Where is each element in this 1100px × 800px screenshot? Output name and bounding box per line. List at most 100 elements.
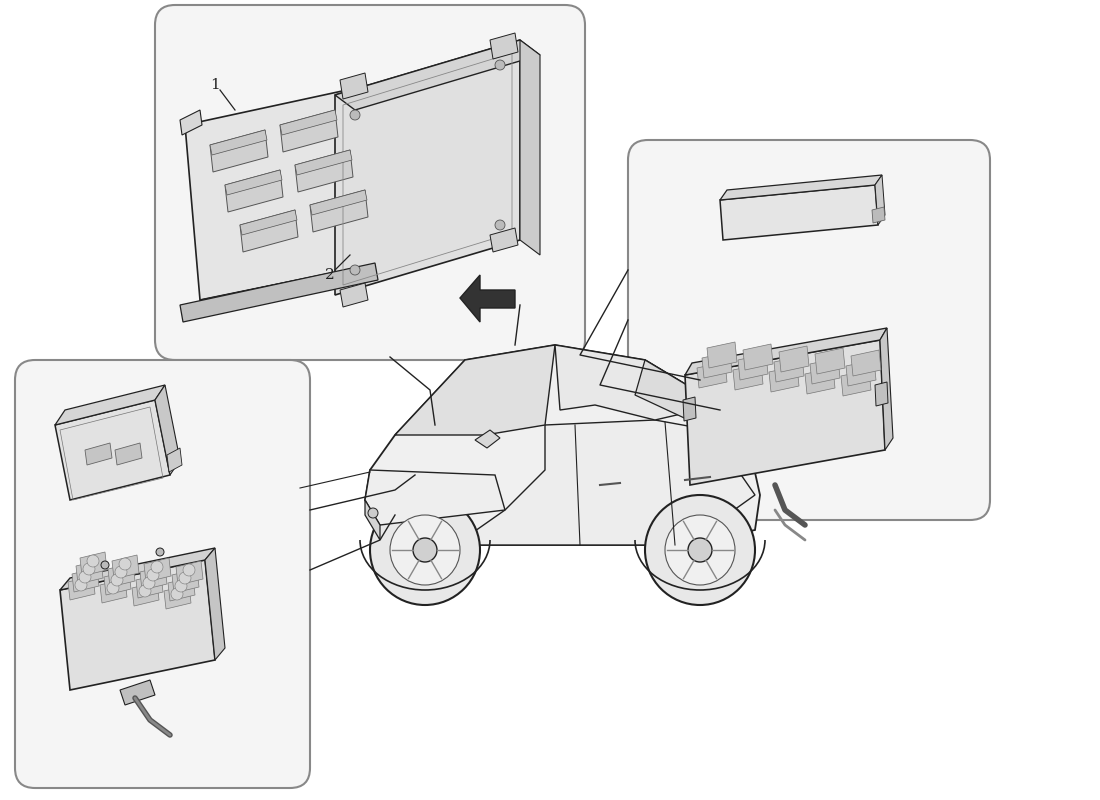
Polygon shape [697,362,727,388]
Polygon shape [720,175,882,200]
Circle shape [139,585,151,597]
Polygon shape [55,400,170,500]
Polygon shape [104,571,131,595]
Polygon shape [738,354,768,380]
Circle shape [147,569,160,581]
Polygon shape [132,582,160,606]
Polygon shape [685,340,886,485]
Polygon shape [180,263,378,322]
Circle shape [107,582,119,594]
Polygon shape [226,170,282,195]
Circle shape [350,265,360,275]
Polygon shape [176,561,204,585]
Circle shape [116,566,127,578]
Circle shape [183,564,195,576]
Polygon shape [120,680,155,705]
Polygon shape [702,352,732,378]
Polygon shape [810,358,840,384]
Circle shape [350,110,360,120]
Circle shape [368,508,378,518]
Text: 2: 2 [326,268,334,282]
Polygon shape [144,558,170,582]
Text: 1: 1 [210,78,220,92]
Circle shape [119,558,131,570]
Circle shape [495,220,505,230]
Polygon shape [805,368,835,394]
Circle shape [87,555,99,567]
Circle shape [688,538,712,562]
Polygon shape [310,190,369,232]
Circle shape [79,571,91,583]
Polygon shape [520,40,540,255]
FancyBboxPatch shape [155,5,585,360]
Circle shape [170,588,183,600]
Polygon shape [280,110,338,152]
Polygon shape [200,260,397,313]
Polygon shape [108,563,135,587]
Polygon shape [635,360,720,430]
Polygon shape [155,385,180,475]
Polygon shape [210,130,268,172]
Circle shape [175,580,187,592]
Polygon shape [460,275,515,322]
Polygon shape [280,110,337,135]
Circle shape [370,495,480,605]
Polygon shape [226,170,283,212]
Polygon shape [295,150,352,175]
Polygon shape [365,500,380,540]
Polygon shape [340,283,368,307]
Polygon shape [136,574,163,598]
Circle shape [101,561,109,569]
Polygon shape [774,356,804,382]
Polygon shape [874,382,888,406]
Polygon shape [76,560,103,584]
Polygon shape [455,420,755,545]
Polygon shape [205,548,225,660]
Polygon shape [295,150,353,192]
Polygon shape [475,430,500,448]
FancyBboxPatch shape [15,360,310,788]
Circle shape [75,579,87,591]
Polygon shape [172,569,199,593]
Polygon shape [707,342,737,368]
Polygon shape [685,328,887,375]
Polygon shape [240,210,297,235]
Polygon shape [846,360,876,386]
Polygon shape [683,397,696,421]
Polygon shape [842,370,871,396]
Circle shape [390,515,460,585]
Polygon shape [490,33,518,59]
Polygon shape [874,175,886,225]
Circle shape [111,574,123,586]
Polygon shape [164,585,191,609]
Circle shape [156,548,164,556]
Polygon shape [872,207,886,223]
Polygon shape [365,345,760,545]
Circle shape [412,538,437,562]
Polygon shape [365,470,505,525]
Polygon shape [769,366,799,392]
Polygon shape [880,328,893,450]
Polygon shape [742,344,773,370]
Polygon shape [720,185,878,240]
Circle shape [82,563,95,575]
Polygon shape [168,577,195,601]
Polygon shape [80,552,107,576]
Polygon shape [60,560,215,690]
Polygon shape [116,443,142,465]
Circle shape [143,577,155,589]
Polygon shape [395,345,556,435]
Polygon shape [180,110,202,135]
Polygon shape [336,40,520,295]
Polygon shape [490,228,518,252]
Polygon shape [310,190,367,215]
Polygon shape [733,364,763,390]
Polygon shape [185,85,395,300]
Polygon shape [112,555,139,579]
Circle shape [645,495,755,605]
Polygon shape [167,448,182,472]
Polygon shape [60,548,215,590]
Polygon shape [55,385,165,425]
Polygon shape [240,210,298,252]
FancyBboxPatch shape [628,140,990,520]
